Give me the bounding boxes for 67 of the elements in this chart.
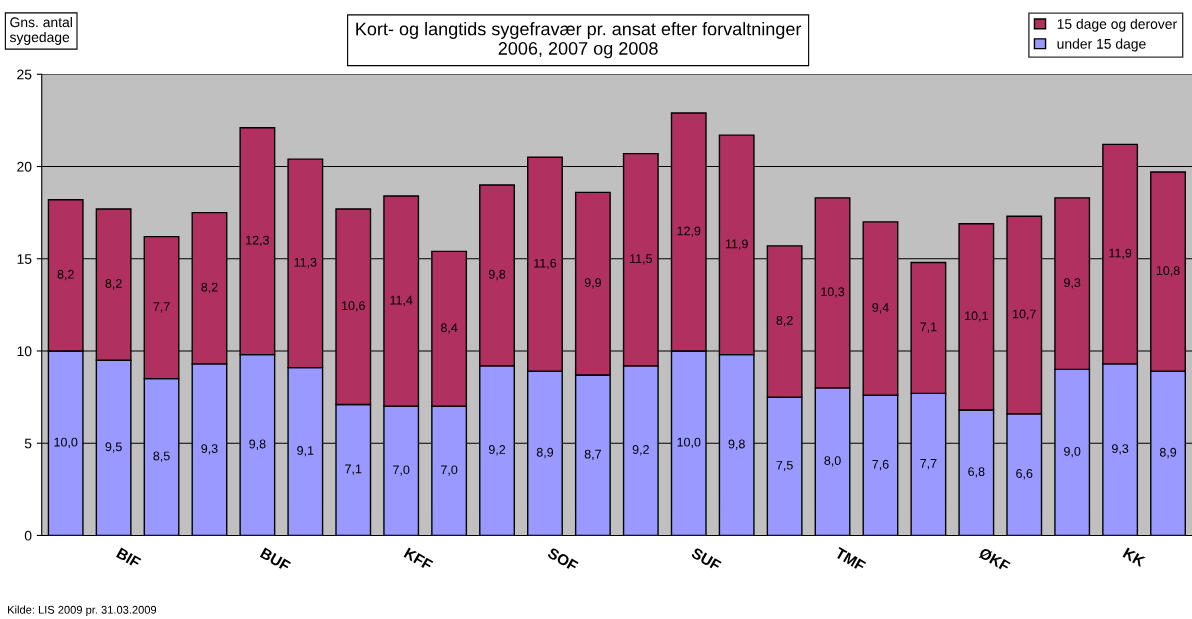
x-tick-label: KK xyxy=(1122,547,1146,568)
data-label: 8,4 xyxy=(440,323,458,334)
x-tick-label: TMF xyxy=(834,547,867,572)
data-label: 7,0 xyxy=(441,465,458,476)
x-tick-label: SUF xyxy=(690,547,722,572)
y-tick-label: 25 xyxy=(17,69,32,80)
chart-title: Kort- og langtids sygefravær pr. ansat efter forvaltninger 2006, 2007 og 2008 xyxy=(356,22,802,59)
data-label: 10,7 xyxy=(1013,309,1036,320)
data-label: 9,9 xyxy=(584,278,601,289)
y-tick-label: 5 xyxy=(24,438,32,449)
data-label: 6,8 xyxy=(968,467,985,478)
x-tick-label: BIF xyxy=(116,547,142,569)
legend-label: under 15 dage xyxy=(1057,38,1146,52)
data-label: 9,8 xyxy=(488,269,506,281)
x-tick-label: BUF xyxy=(259,547,291,572)
y-tick-label: 0 xyxy=(24,530,32,541)
data-label: 11,9 xyxy=(725,239,748,250)
data-label: 9,2 xyxy=(488,445,506,456)
data-label: 7,1 xyxy=(345,464,362,475)
data-label: 8,5 xyxy=(153,451,170,462)
data-label: 9,3 xyxy=(1112,444,1129,455)
data-label: 7,0 xyxy=(393,465,410,476)
data-label: 8,7 xyxy=(584,449,601,461)
x-tick-label: SOF xyxy=(546,547,579,572)
data-label: 10,8 xyxy=(1156,266,1180,277)
data-label: 10,1 xyxy=(965,311,988,322)
text: Kilde: LIS 2009 pr. 31.03.2009 xyxy=(8,605,157,616)
y-tick-label: 15 xyxy=(17,254,32,264)
data-label: 8,0 xyxy=(824,456,841,467)
data-label: 10,6 xyxy=(342,301,365,312)
data-label: 7,7 xyxy=(920,459,937,470)
data-label: 11,5 xyxy=(630,254,652,265)
data-label: 12,3 xyxy=(246,235,270,247)
data-label: 9,4 xyxy=(872,303,889,314)
data-label: 12,9 xyxy=(677,226,701,237)
data-label: 7,6 xyxy=(872,459,889,471)
data-label: 9,5 xyxy=(105,442,122,453)
data-label: 7,7 xyxy=(153,302,170,313)
data-label: 7,5 xyxy=(776,460,793,472)
data-label: 8,9 xyxy=(1159,447,1177,459)
data-label: 8,2 xyxy=(776,315,793,327)
y-tick-label: 10 xyxy=(17,346,32,357)
data-label: 11,9 xyxy=(1109,248,1132,259)
legend-label: 15 dage og derover xyxy=(1057,18,1177,32)
data-label: 9,3 xyxy=(1064,278,1081,289)
data-label: 9,8 xyxy=(728,439,745,450)
data-label: 9,3 xyxy=(201,444,218,455)
data-label: 10,0 xyxy=(677,437,701,449)
data-label: 9,1 xyxy=(297,446,314,457)
data-label: 10,3 xyxy=(821,287,845,298)
data-label: 9,8 xyxy=(249,439,266,450)
data-label: 8,2 xyxy=(105,279,122,290)
data-label: 6,6 xyxy=(1016,469,1033,480)
data-label: 8,9 xyxy=(536,447,554,459)
data-label: 7,1 xyxy=(920,322,937,333)
data-label: 10,0 xyxy=(54,437,78,449)
data-label: 11,4 xyxy=(390,295,413,306)
data-label: 9,0 xyxy=(1064,446,1081,458)
y-axis-title: Gns. antal sygedage xyxy=(9,17,72,45)
data-label: 8,2 xyxy=(201,282,218,294)
data-label: 11,6 xyxy=(534,258,557,270)
x-tick-label: KFF xyxy=(403,547,434,571)
y-tick-label: 20 xyxy=(17,161,32,172)
data-label: 9,2 xyxy=(632,445,649,456)
data-label: 11,3 xyxy=(294,257,317,269)
data-label: 8,2 xyxy=(57,269,74,281)
x-tick-label: ØKF xyxy=(978,546,1011,573)
